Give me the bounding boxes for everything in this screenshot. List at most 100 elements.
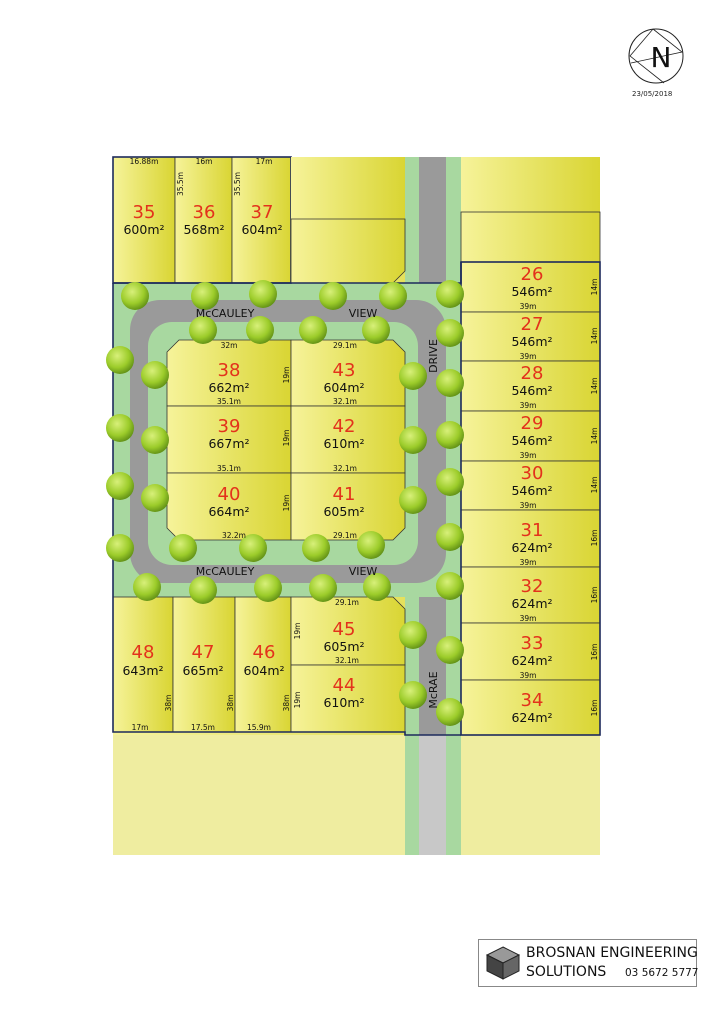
svg-text:600m²: 600m² [123, 222, 164, 237]
lot-27[interactable] [460, 311, 601, 362]
tree-icon [399, 486, 427, 514]
tree-icon [141, 361, 169, 389]
svg-text:19m: 19m [282, 367, 291, 384]
tree-icon [141, 484, 169, 512]
svg-text:664m²: 664m² [208, 504, 249, 519]
svg-text:604m²: 604m² [323, 380, 364, 395]
tree-icon [436, 369, 464, 397]
company-phone: 03 5672 5777 [625, 967, 699, 979]
svg-text:41: 41 [333, 484, 356, 505]
svg-text:546m²: 546m² [511, 383, 552, 398]
tree-icon [299, 316, 327, 344]
lot-41[interactable] [290, 472, 406, 541]
svg-text:32.1m: 32.1m [335, 656, 359, 665]
svg-text:14m: 14m [590, 279, 599, 296]
tree-icon [302, 534, 330, 562]
tree-icon [189, 316, 217, 344]
svg-text:16m: 16m [590, 587, 599, 604]
svg-text:28: 28 [521, 363, 544, 384]
svg-text:19m: 19m [293, 692, 302, 709]
svg-text:38m: 38m [226, 695, 235, 712]
svg-text:19m: 19m [293, 623, 302, 640]
svg-text:16.88m: 16.88m [130, 157, 159, 166]
svg-text:17.5m: 17.5m [191, 723, 215, 732]
svg-text:26: 26 [521, 264, 544, 285]
svg-text:643m²: 643m² [122, 663, 163, 678]
svg-text:624m²: 624m² [511, 710, 552, 725]
lot-40[interactable] [166, 472, 292, 541]
lot-46[interactable] [234, 596, 292, 733]
svg-text:32.1m: 32.1m [333, 397, 357, 406]
lot-37[interactable] [231, 156, 292, 284]
svg-text:39m: 39m [520, 501, 537, 510]
svg-text:39m: 39m [520, 401, 537, 410]
tree-icon [106, 472, 134, 500]
lot-35[interactable] [112, 156, 176, 284]
svg-text:32.2m: 32.2m [222, 531, 246, 540]
tree-icon [436, 636, 464, 664]
svg-text:29.1m: 29.1m [335, 598, 359, 607]
svg-text:45: 45 [333, 619, 356, 640]
svg-text:624m²: 624m² [511, 653, 552, 668]
lot-26[interactable] [460, 261, 601, 313]
tree-icon [121, 282, 149, 310]
lot-32[interactable] [460, 566, 601, 624]
svg-text:17m: 17m [132, 723, 149, 732]
company-logo: BROSNAN ENGINEERING SOLUTIONS 03 5672 57… [478, 939, 699, 987]
lot-42[interactable] [290, 405, 406, 474]
tree-icon [106, 346, 134, 374]
tree-icon [363, 573, 391, 601]
svg-text:36: 36 [193, 202, 216, 223]
svg-text:39m: 39m [520, 352, 537, 361]
lot-29[interactable] [460, 410, 601, 462]
tree-icon [399, 681, 427, 709]
svg-text:37: 37 [251, 202, 274, 223]
unnumbered-lot [291, 157, 405, 219]
lot-36[interactable] [174, 156, 233, 284]
lot-34[interactable] [460, 679, 601, 736]
svg-text:35.1m: 35.1m [217, 464, 241, 473]
tree-icon [254, 574, 282, 602]
tree-icon [379, 282, 407, 310]
street-name-view: VIEW [349, 565, 378, 578]
svg-text:14m: 14m [590, 328, 599, 345]
tree-icon [436, 468, 464, 496]
lot-30[interactable] [460, 460, 601, 511]
svg-text:38: 38 [218, 360, 241, 381]
company-name-line2: SOLUTIONS [526, 964, 607, 980]
bes-cube-logo-icon [485, 946, 521, 980]
svg-text:624m²: 624m² [511, 540, 552, 555]
svg-text:604m²: 604m² [241, 222, 282, 237]
lot-47[interactable] [172, 596, 236, 733]
tree-icon [239, 534, 267, 562]
svg-text:610m²: 610m² [323, 436, 364, 451]
svg-text:39m: 39m [520, 302, 537, 311]
svg-text:47: 47 [192, 642, 215, 663]
lot-44[interactable] [290, 664, 406, 733]
company-name: BROSNAN ENGINEERING [526, 945, 698, 961]
tree-icon [357, 531, 385, 559]
svg-text:546m²: 546m² [511, 483, 552, 498]
svg-text:34: 34 [521, 690, 544, 711]
tree-icon [246, 316, 274, 344]
svg-text:39m: 39m [520, 614, 537, 623]
svg-text:33: 33 [521, 633, 544, 654]
street-name-drive: DRIVE [427, 339, 440, 373]
svg-text:14m: 14m [590, 477, 599, 494]
street-name-mccauley: McCAULEY [196, 307, 255, 320]
svg-text:32.1m: 32.1m [333, 464, 357, 473]
svg-text:17m: 17m [256, 157, 273, 166]
svg-text:44: 44 [333, 675, 356, 696]
boundary [112, 283, 461, 736]
lot-28[interactable] [460, 360, 601, 412]
tree-icon [362, 316, 390, 344]
lot-31[interactable] [460, 509, 601, 568]
future-land [113, 735, 600, 855]
street-name-mcrae: McRAE [427, 671, 440, 708]
lot-48[interactable] [112, 596, 174, 733]
svg-text:546m²: 546m² [511, 284, 552, 299]
svg-text:39m: 39m [520, 671, 537, 680]
